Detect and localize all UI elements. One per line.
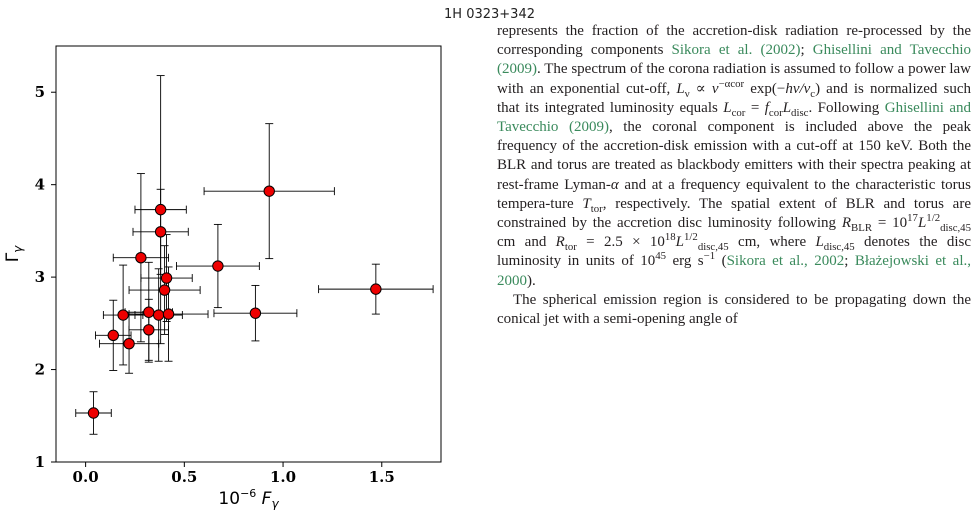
superscript: 17	[907, 212, 918, 225]
text-run: T	[582, 195, 591, 212]
text-run: , respectively. The spatial extent of BL…	[497, 195, 971, 232]
text-run: . The spectrum of the corona radiation i…	[497, 61, 971, 97]
x-tick-label: 0.0	[73, 468, 99, 486]
x-axis-label: 10−6 Fγ	[218, 487, 279, 510]
text-run: R	[555, 234, 565, 251]
data-point	[143, 306, 155, 318]
y-tick-label: 3	[35, 268, 45, 286]
data-point	[263, 185, 275, 197]
data-point	[162, 308, 175, 320]
text-run: hν/ν	[785, 80, 811, 97]
subscript: c	[810, 87, 816, 100]
body-text: represents the fraction of the accretion…	[497, 22, 971, 329]
citation-link[interactable]: (2009)	[568, 119, 609, 136]
chart-title: 1H 0323+342	[444, 7, 535, 22]
data-point	[123, 337, 135, 350]
subscript: cor	[731, 106, 746, 119]
text-run: represents the fraction of the accretion…	[497, 23, 863, 39]
subscript: disc,45	[697, 241, 729, 254]
citation-link[interactable]: (2009)	[497, 61, 537, 78]
subscript: tor	[590, 202, 603, 215]
text-run: = 10	[872, 215, 908, 232]
citation-link[interactable]: Sikora et al.	[671, 42, 753, 59]
text-run: , the coronal component is included abov…	[497, 119, 971, 193]
text-run: ).	[527, 272, 536, 289]
plot-marks: 0.0 0.5 1.0 1.5 1 2 3 4 5 10−6 Fγ Γγ	[3, 45, 442, 510]
paragraph-1: represents the fraction of the accretion…	[497, 22, 971, 291]
y-axis-label: Γγ	[3, 245, 25, 262]
text-run: processed by the corresponding component…	[497, 23, 972, 59]
text-run: L	[676, 80, 685, 97]
data-point	[212, 260, 224, 272]
data-point	[154, 226, 167, 238]
text-run: f	[764, 99, 769, 116]
data-point	[107, 329, 119, 342]
subscript: BLR	[851, 222, 873, 235]
text-run: L	[782, 99, 792, 116]
superscript: −1	[703, 250, 716, 263]
text-run: ν	[711, 80, 719, 97]
subscript: tor	[564, 241, 577, 254]
subscript: cor	[768, 106, 783, 119]
paragraph-2: The spherical emission region is conside…	[497, 291, 971, 328]
data-point	[158, 284, 171, 296]
text-run: cm and	[497, 234, 556, 251]
data-point	[249, 307, 262, 319]
superscript: 45	[655, 250, 667, 263]
subscript: disc	[791, 106, 809, 119]
x-tick-label: 1.5	[369, 468, 395, 486]
text-run: ) and is normalized such that its integr…	[497, 80, 971, 116]
data-point	[117, 309, 129, 321]
y-tick-label: 2	[35, 361, 45, 379]
text-run	[558, 119, 569, 135]
text-run: cm, where	[728, 234, 816, 251]
y-tick-label: 5	[35, 83, 45, 101]
citation-link[interactable]: Ghisellini and Tavecchio	[812, 42, 971, 59]
subscript: disc,45	[823, 241, 855, 254]
plot-frame	[55, 45, 442, 463]
text-run: ∝	[689, 80, 712, 97]
x-tick-label: 1.0	[270, 468, 296, 486]
data-point	[160, 272, 173, 284]
x-tick-label: 0.5	[171, 468, 197, 486]
data-point	[135, 251, 147, 264]
text-run: =	[745, 99, 765, 116]
text-run: erg s	[666, 253, 704, 270]
superscript: 1/2	[926, 212, 941, 225]
text-run: . Following	[808, 99, 885, 116]
text-run: denotes the disc luminosity in units of …	[497, 234, 972, 270]
citation-link[interactable]: Błażejowski et al., 2000	[497, 253, 971, 289]
text-run: α	[610, 176, 619, 193]
citation-link[interactable]: Sikora et al., 2002	[726, 253, 845, 270]
text-run: L	[917, 215, 927, 232]
data-point	[154, 203, 167, 216]
scatter-plot: 0.0 0.5 1.0 1.5 1 2 3 4 5 10−6 Fγ Γγ	[3, 45, 442, 510]
superscript: −αcor	[718, 77, 745, 90]
y-tick-label: 4	[35, 176, 45, 194]
data-point	[370, 283, 382, 295]
superscript: 18	[664, 231, 676, 244]
text-run: L	[723, 99, 732, 116]
text-run: exp(−	[744, 80, 786, 97]
text-run: L	[675, 234, 685, 251]
text-run: R	[841, 215, 852, 232]
subscript: ν	[684, 87, 690, 100]
data-point	[152, 309, 165, 321]
text-run: ;	[800, 42, 813, 59]
citation-link[interactable]: (2002)	[760, 42, 801, 59]
subscript: disc,45	[940, 222, 971, 235]
citation-link[interactable]: Ghisellini and Tavecchio	[497, 99, 971, 136]
y-tick-label: 1	[35, 453, 45, 471]
data-point	[87, 407, 100, 419]
text-run: ;	[844, 253, 855, 270]
text-run: L	[815, 234, 824, 251]
text-run: (	[715, 253, 727, 270]
text-run: and at a frequency equivalent to the cha…	[497, 176, 971, 212]
text-run: = 2.5 × 10	[576, 234, 665, 251]
data-point	[143, 324, 155, 336]
superscript: 1/2	[684, 231, 698, 244]
